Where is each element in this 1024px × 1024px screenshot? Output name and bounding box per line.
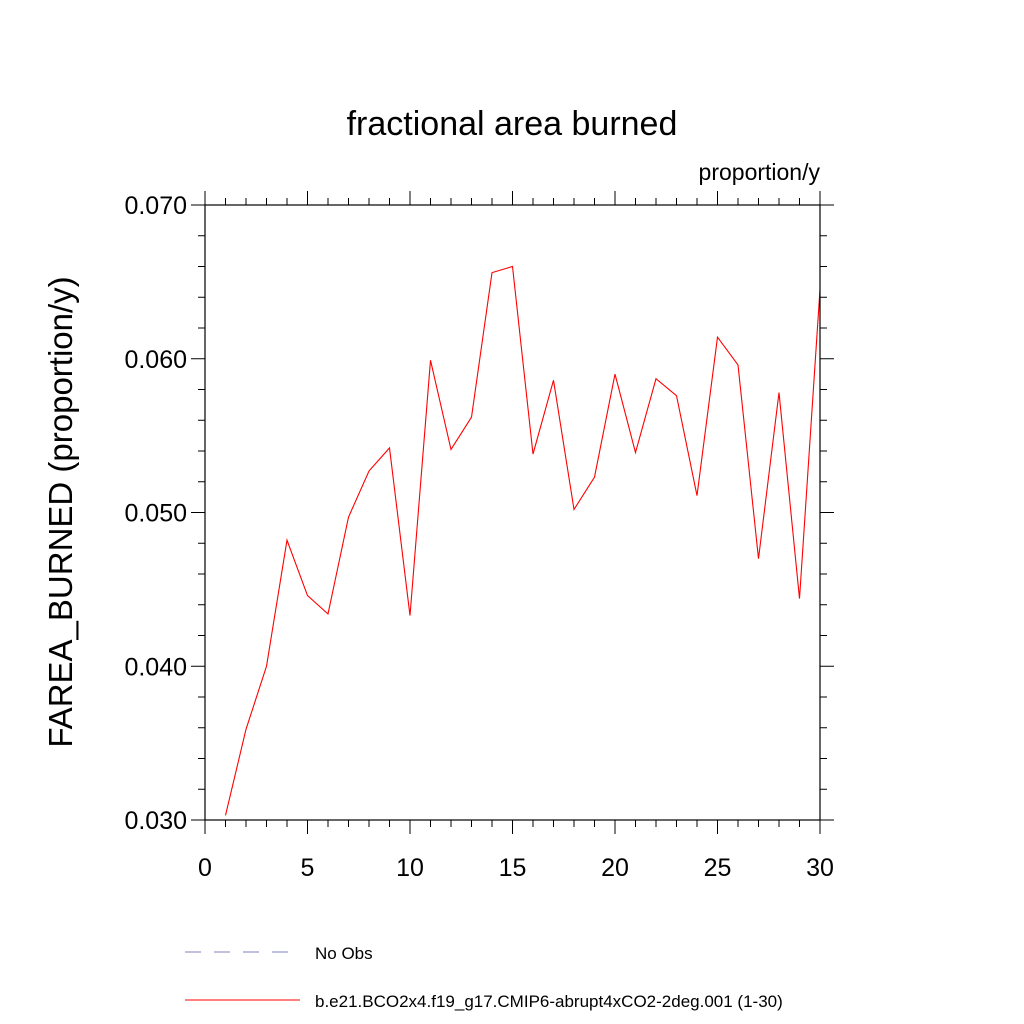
x-tick-label: 10 <box>396 854 424 882</box>
x-tick-label: 15 <box>499 854 527 882</box>
legend-label-model-run: b.e21.BCO2x4.f19_g17.CMIP6-abrupt4xCO2-2… <box>315 992 783 1011</box>
chart-title: fractional area burned <box>347 105 678 143</box>
y-tick-label: 0.060 <box>124 346 187 374</box>
y-tick-label: 0.050 <box>124 500 187 528</box>
series-lines <box>224 265 821 816</box>
y-tick-label: 0.040 <box>124 653 187 681</box>
y-tick-labels: 0.030 0.040 0.050 0.060 0.070 <box>124 192 187 835</box>
legend-label-no-obs: No Obs <box>315 944 373 963</box>
x-tick-label: 0 <box>198 854 212 882</box>
x-tick-label: 30 <box>806 854 834 882</box>
x-tick-label: 20 <box>601 854 629 882</box>
x-tick-label: 25 <box>704 854 732 882</box>
x-tick-label: 5 <box>301 854 315 882</box>
units-label: proportion/y <box>699 159 821 185</box>
y-tick-label: 0.070 <box>124 192 187 220</box>
legend: No Obs b.e21.BCO2x4.f19_g17.CMIP6-abrupt… <box>185 944 783 1011</box>
x-tick-labels: 0 5 10 15 20 25 30 <box>198 854 834 882</box>
axis-ticks <box>191 191 834 834</box>
y-axis-label: FAREA_BURNED (proportion/y) <box>42 276 79 747</box>
plot-frame <box>204 204 821 821</box>
series-line <box>224 265 821 816</box>
y-tick-label: 0.030 <box>124 807 187 835</box>
